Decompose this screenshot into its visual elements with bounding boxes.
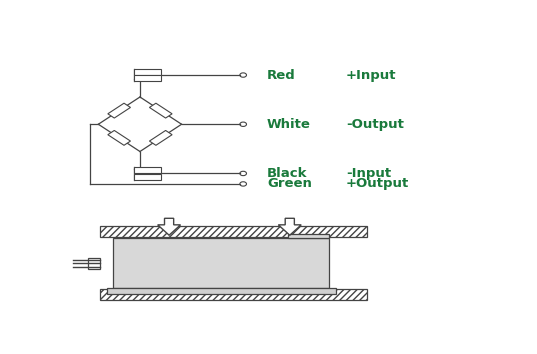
- Bar: [134, 167, 161, 173]
- Text: +Output: +Output: [346, 177, 409, 190]
- Text: White: White: [267, 118, 311, 131]
- Bar: [134, 69, 161, 75]
- Text: Green: Green: [267, 177, 312, 190]
- Bar: [288, 234, 329, 238]
- Bar: [134, 174, 161, 180]
- FancyArrow shape: [158, 218, 180, 235]
- Bar: [134, 75, 161, 81]
- Text: Black: Black: [267, 167, 307, 180]
- Bar: [100, 289, 367, 300]
- Bar: [108, 103, 130, 118]
- Text: -Input: -Input: [346, 167, 391, 180]
- FancyArrow shape: [278, 218, 301, 235]
- Text: Red: Red: [267, 69, 296, 81]
- Bar: [113, 238, 329, 289]
- Bar: [100, 226, 367, 238]
- Bar: [107, 288, 336, 294]
- Bar: [108, 131, 130, 145]
- Bar: [149, 103, 172, 118]
- Text: +Input: +Input: [346, 69, 396, 81]
- Bar: [149, 131, 172, 145]
- Text: -Output: -Output: [346, 118, 404, 131]
- Bar: [88, 258, 99, 269]
